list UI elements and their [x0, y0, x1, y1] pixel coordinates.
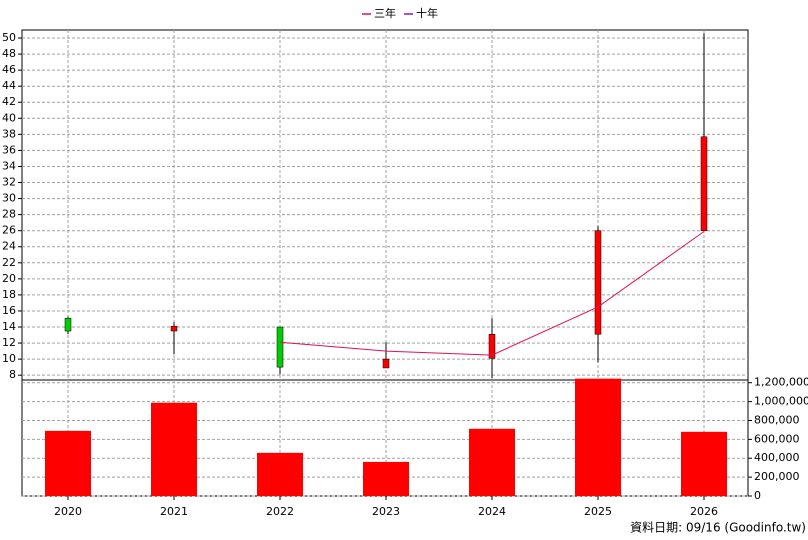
y-tick-label: 50	[2, 31, 16, 44]
y-tick-label: 32	[2, 176, 16, 189]
volume-bar	[363, 461, 409, 496]
y-tick-label: 42	[2, 95, 16, 108]
x-tick-label: 2023	[372, 505, 400, 518]
candle-body	[594, 230, 602, 335]
y-tick-label: 10	[2, 352, 16, 365]
y2-tick-label: 800,000	[754, 413, 800, 426]
y-tick-label: 28	[2, 208, 16, 221]
x-tick-label: 2021	[160, 505, 188, 518]
y-tick-label: 48	[2, 47, 16, 60]
y-tick-label: 34	[2, 159, 16, 172]
y-tick-label: 40	[2, 111, 16, 124]
candle-body	[276, 326, 284, 368]
y2-tick-label: 1,200,000	[754, 376, 808, 389]
y-tick-label: 14	[2, 320, 16, 333]
volume-bar	[469, 428, 515, 496]
volume-bar	[151, 402, 197, 496]
legend-label: 三年	[374, 6, 396, 20]
y-tick-label: 8	[9, 368, 16, 381]
x-tick-label: 2025	[584, 505, 612, 518]
footer: 資料日期: 09/16 (Goodinfo.tw)	[630, 521, 806, 535]
y2-tick-label: 1,000,000	[754, 395, 808, 408]
y-tick-label: 36	[2, 143, 16, 156]
y2-tick-label: 0	[754, 489, 761, 502]
candle-body	[700, 136, 708, 231]
y-tick-label: 44	[2, 79, 16, 92]
y-tick-label: 20	[2, 272, 16, 285]
x-tick-label: 2026	[690, 505, 718, 518]
y-tick-label: 22	[2, 256, 16, 269]
volume-bar	[45, 430, 91, 496]
y-tick-label: 18	[2, 288, 16, 301]
y2-tick-label: 400,000	[754, 451, 800, 464]
y-tick-label: 30	[2, 192, 16, 205]
y2-tick-label: 600,000	[754, 432, 800, 445]
x-tick-label: 2020	[54, 505, 82, 518]
y2-tick-label: 200,000	[754, 470, 800, 483]
x-tick-label: 2024	[478, 505, 506, 518]
y-tick-label: 12	[2, 336, 16, 349]
candle-body	[382, 358, 390, 369]
y-tick-label: 16	[2, 304, 16, 317]
volume-bar	[575, 378, 621, 496]
line-series	[279, 231, 705, 356]
y-tick-label: 46	[2, 63, 16, 76]
y-tick-label: 38	[2, 127, 16, 140]
legend-label: 十年	[416, 6, 438, 20]
x-tick-label: 2022	[266, 505, 294, 518]
y-tick-label: 24	[2, 240, 16, 253]
candle-body	[488, 333, 496, 359]
volume-bar	[681, 431, 727, 496]
candle-body	[170, 325, 178, 332]
volume-bar	[257, 452, 303, 496]
candle-body	[64, 317, 72, 332]
y-tick-label: 26	[2, 224, 16, 237]
